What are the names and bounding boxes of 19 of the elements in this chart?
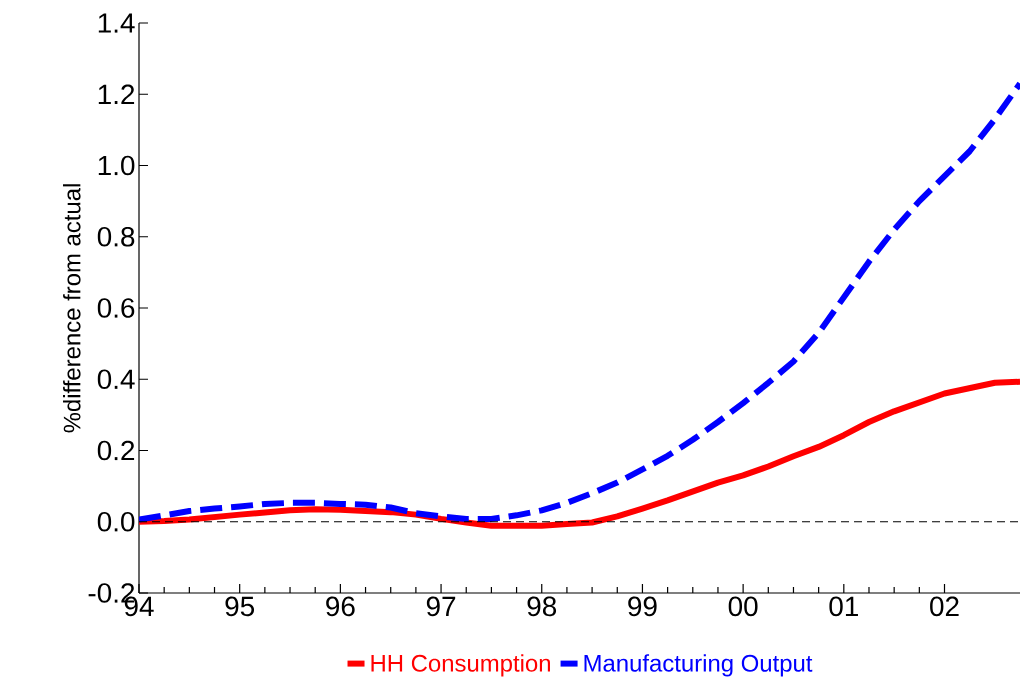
x-tick-label: 00 [728,596,758,617]
y-tick-label: 1.2 [98,84,135,104]
x-tick-label: 97 [426,596,456,617]
y-tick-label: 1.0 [98,155,135,176]
legend-label: Manufacturing Output [584,654,813,677]
y-tick-label: 1.4 [98,13,135,33]
x-tick-label: 01 [829,596,858,617]
x-tick-label: 98 [527,596,557,617]
y-tick-label: 0.6 [97,298,135,318]
x-tick-label: 96 [326,596,355,617]
y-tick-label: 0.4 [97,369,135,390]
y-tick-label: 0.2 [97,440,135,461]
y-axis-title: %difference from actual [63,184,81,433]
y-tick-label: 0.8 [97,226,135,247]
x-tick-label: 99 [628,596,657,617]
x-tick-label: 95 [225,596,255,617]
x-tick-label: 02 [930,596,959,617]
legend-label: HH Consumption [371,654,550,677]
y-tick-label: 0.0 [97,511,135,532]
